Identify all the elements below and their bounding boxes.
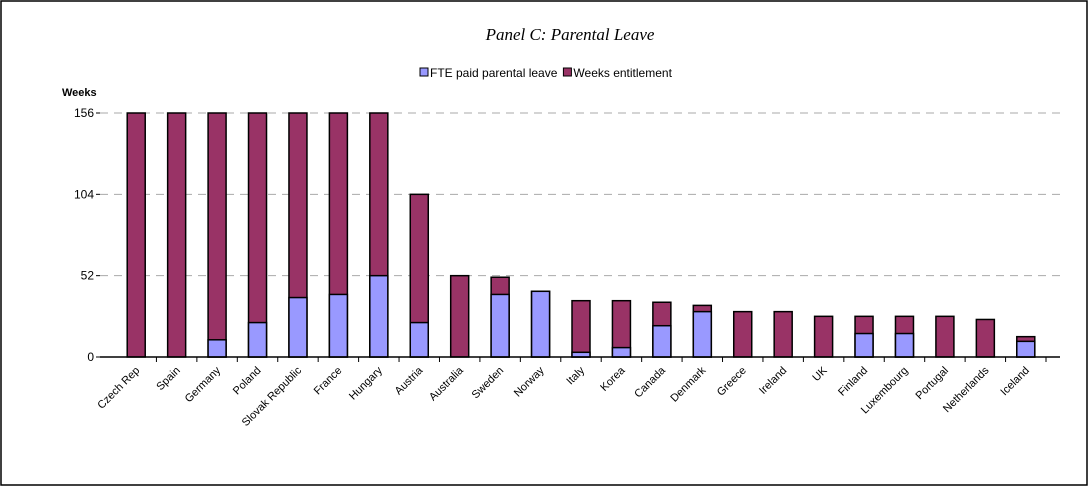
bar xyxy=(126,112,146,358)
legend-swatch xyxy=(562,67,572,77)
bar xyxy=(207,339,227,358)
bar xyxy=(247,321,268,358)
y-tick-label: 156 xyxy=(74,106,94,120)
bar xyxy=(449,274,470,358)
bar xyxy=(369,274,389,358)
bar xyxy=(652,324,672,358)
bar xyxy=(611,346,632,358)
bar xyxy=(207,112,227,358)
bar xyxy=(773,310,793,358)
bar xyxy=(854,332,874,358)
legend-label: Weeks entitlement xyxy=(573,66,672,80)
bar xyxy=(894,332,915,358)
bar xyxy=(571,299,591,358)
bar xyxy=(288,296,308,358)
y-tick-label: 104 xyxy=(74,187,94,201)
bar xyxy=(247,112,268,358)
bar xyxy=(166,112,187,358)
bar xyxy=(732,310,753,358)
y-axis-label: Weeks xyxy=(62,87,97,99)
legend: FTE paid parental leave Weeks entitlement xyxy=(419,66,673,80)
y-tick-label: 0 xyxy=(87,350,94,364)
bar xyxy=(530,290,551,358)
bar xyxy=(692,310,713,358)
bar xyxy=(1016,340,1036,358)
bar xyxy=(975,318,996,358)
bar xyxy=(813,315,834,358)
y-tick-label: 52 xyxy=(81,269,95,283)
legend-label: FTE paid parental leave xyxy=(430,66,558,80)
bar xyxy=(328,293,349,358)
legend-swatch xyxy=(419,67,429,77)
bar xyxy=(490,293,510,358)
chart-title: Panel C: Parental Leave xyxy=(485,25,655,44)
bar xyxy=(935,315,955,358)
bar xyxy=(409,321,430,358)
